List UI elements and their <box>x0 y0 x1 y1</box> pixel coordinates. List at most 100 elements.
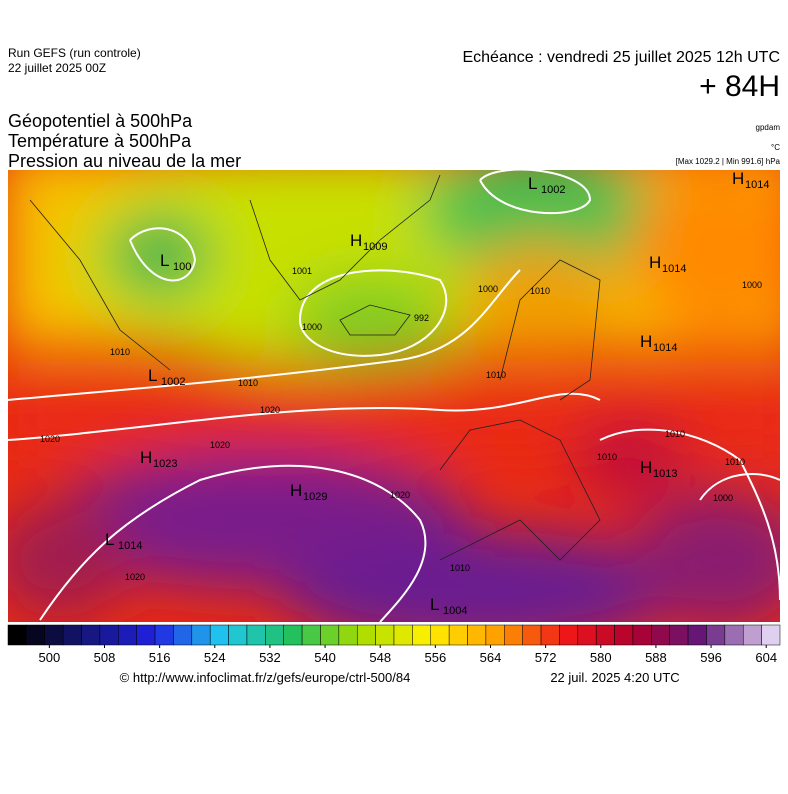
colorbar-swatch <box>485 624 505 646</box>
center-value: 1013 <box>653 468 677 480</box>
colorbar-swatch <box>265 624 284 646</box>
colorbar-swatch <box>228 624 248 646</box>
center-letter: L <box>148 366 157 385</box>
lead-time: + 84H <box>699 70 780 103</box>
colorbar-swatch <box>173 624 193 646</box>
colorbar-tick-label: 540 <box>314 650 336 665</box>
colorbar-tick-label: 548 <box>369 650 391 665</box>
isobar-label: 1010 <box>597 452 617 462</box>
colorbar-tick-label: 596 <box>700 650 722 665</box>
colorbar-swatch <box>632 624 652 646</box>
center-value: 1009 <box>363 241 387 253</box>
colorbar-swatch <box>44 624 64 646</box>
colorbar-swatch <box>81 624 101 646</box>
isobar-label: 1010 <box>530 286 550 296</box>
isobar-label: 1001 <box>292 266 312 276</box>
colorbar-swatch <box>448 624 468 646</box>
colorbar-swatch <box>467 624 487 646</box>
center-letter: H <box>732 169 744 188</box>
isobar-label: 1020 <box>210 440 230 450</box>
title: Pression au niveau de la mer <box>8 151 241 171</box>
valid-time: Echéance : vendredi 25 juillet 2025 12h … <box>462 49 780 66</box>
isobar-label: 1010 <box>450 563 470 573</box>
run-date: 22 juillet 2025 00Z <box>8 61 106 75</box>
title: Géopotentiel à 500hPa <box>8 111 193 131</box>
center-letter: L <box>528 174 537 193</box>
isobar-label: 1010 <box>486 370 506 380</box>
colorbar-swatch <box>154 624 174 646</box>
isobar-label: 1010 <box>665 429 685 439</box>
colorbar-swatch <box>62 624 82 646</box>
colorbar-tick-label: 564 <box>480 650 502 665</box>
center-value: 1004 <box>443 605 467 617</box>
isobar-label: 1010 <box>238 378 258 388</box>
colorbar-swatch <box>283 624 303 646</box>
colorbar-swatch <box>191 624 211 646</box>
colorbar: 500 508 516 524 532 540 548 556 564 572 580 588 596 6… <box>7 624 781 665</box>
colorbar-swatch <box>430 624 450 646</box>
isobar-label: 1000 <box>713 493 733 503</box>
isobar-label: 1000 <box>302 322 322 332</box>
colorbar-tick-label: 572 <box>535 650 557 665</box>
footer-source: © http://www.infoclimat.fr/z/gefs/europe… <box>120 670 411 685</box>
run: Run GEFS (run controle) <box>8 46 141 60</box>
isobar-label: 1020 <box>260 405 280 415</box>
colorbar-swatch <box>393 624 413 646</box>
center-letter: H <box>350 231 362 250</box>
isobar-label: 1020 <box>40 434 60 444</box>
colorbar-swatch <box>614 624 634 646</box>
colorbar-swatch <box>375 624 395 646</box>
center-value: 1029 <box>303 491 327 503</box>
center-letter: H <box>140 448 152 467</box>
colorbar-tick-label: 604 <box>755 650 777 665</box>
colorbar-swatch <box>559 624 579 646</box>
colorbar-tick-label: 500 <box>39 650 61 665</box>
colorbar-swatch <box>7 624 27 646</box>
isobar-label: 1020 <box>390 490 410 500</box>
isobar-label: 992 <box>414 313 429 323</box>
isobar-label: 1000 <box>742 280 762 290</box>
colorbar-tick-label: 532 <box>259 650 281 665</box>
colorbar-swatch <box>338 624 358 646</box>
center-value: 1002 <box>541 184 565 196</box>
footer-issued: 22 juil. 2025 4:20 UTC <box>550 670 679 685</box>
colorbar-swatch <box>706 624 726 646</box>
colorbar-swatch <box>577 624 597 646</box>
isobar-label: 1010 <box>725 457 745 467</box>
colorbar-swatch <box>687 624 707 646</box>
center-letter: H <box>640 332 652 351</box>
center-letter: H <box>640 458 652 477</box>
title: Température à 500hPa <box>8 131 192 151</box>
unit: [Max 1029.2 | Min 991.6] hPa <box>676 157 781 166</box>
isobar-label: 1020 <box>125 572 145 582</box>
colorbar-swatch <box>761 624 781 646</box>
colorbar-tick-label: 524 <box>204 650 226 665</box>
colorbar-swatch <box>522 624 542 646</box>
center-letter: L <box>430 595 439 614</box>
colorbar-swatch <box>651 624 670 646</box>
center-value: 1014 <box>662 263 686 275</box>
center-letter: L <box>160 251 169 270</box>
colorbar-swatch <box>356 624 376 646</box>
center-value: 1014 <box>745 179 769 191</box>
colorbar-swatch <box>136 624 156 646</box>
colorbar-swatch <box>504 624 523 646</box>
unit: gpdam <box>756 123 781 132</box>
colorbar-swatch <box>669 624 689 646</box>
unit: °C <box>771 143 780 152</box>
center-value: 1014 <box>653 342 677 354</box>
isobar-label: 1000 <box>478 284 498 294</box>
colorbar-swatch <box>118 624 137 646</box>
center-value: 100 <box>173 261 191 273</box>
colorbar-swatch <box>99 624 119 646</box>
colorbar-tick-label: 516 <box>149 650 171 665</box>
isobar-label: 1010 <box>110 347 130 357</box>
colorbar-tick-label: 588 <box>645 650 667 665</box>
colorbar-swatch <box>540 624 560 646</box>
center-letter: H <box>649 253 661 272</box>
colorbar-swatch <box>26 624 46 646</box>
colorbar-swatch <box>595 624 615 646</box>
colorbar-swatch <box>301 624 321 646</box>
center-value: 1023 <box>153 458 177 470</box>
